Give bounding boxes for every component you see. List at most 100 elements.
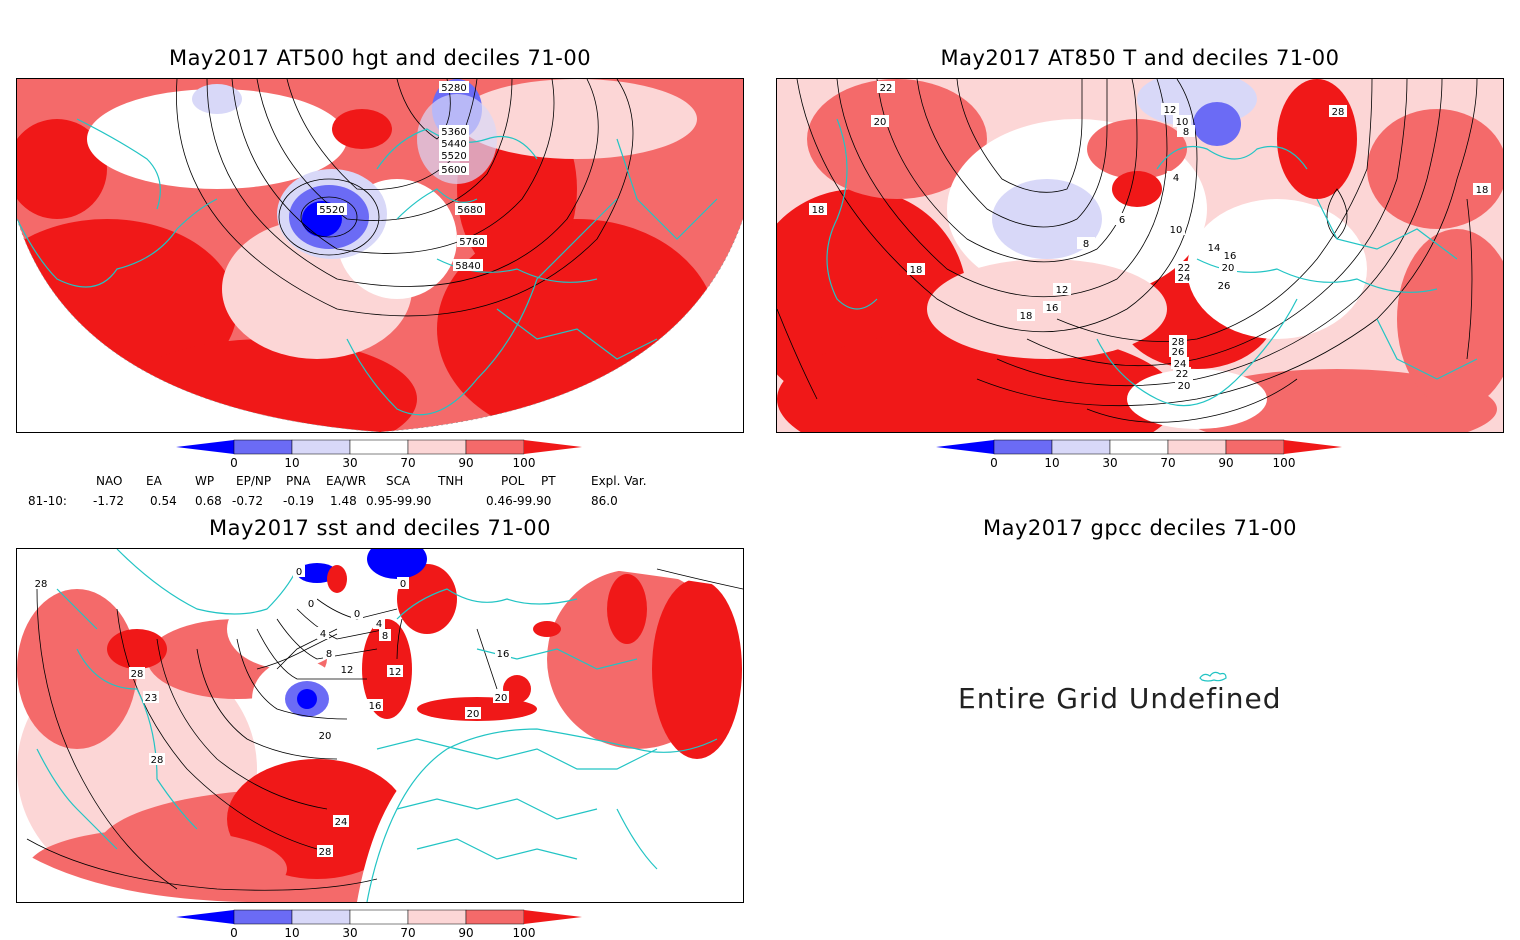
colorbar-swatch (1051, 439, 1111, 455)
colorbar-tick-label: 70 (400, 926, 415, 940)
contour-label: 16 (1221, 249, 1239, 262)
svg-text:8: 8 (382, 631, 388, 642)
contour-label: 0 (397, 577, 409, 590)
colorbar-swatch (349, 439, 409, 455)
svg-text:18: 18 (1476, 185, 1489, 196)
contour-label: 5520 (439, 149, 469, 162)
colorbar-tick-label: 90 (1218, 456, 1233, 470)
index-header: WP (195, 474, 215, 488)
contour-label: 5440 (439, 137, 469, 150)
index-header: SCA (386, 474, 411, 488)
panel-title-t850: May2017 AT850 T and deciles 71-00 (940, 46, 1340, 70)
svg-text:12: 12 (389, 667, 402, 678)
colorbar-tick-label: 90 (458, 926, 473, 940)
hgt-map: 5280 5360 5440 5520 5600 5520 5680 5760 … (17, 79, 743, 432)
contour-label: 5600 (439, 163, 469, 176)
svg-text:5840: 5840 (455, 261, 480, 272)
index-value: 0.95-99.90 (366, 494, 432, 508)
index-value: 0.68 (195, 494, 222, 508)
colorbar-tick-label: 10 (284, 926, 299, 940)
index-value: -1.72 (93, 494, 125, 508)
colorbar-tick-label: 30 (1102, 456, 1117, 470)
svg-text:28: 28 (131, 669, 144, 680)
svg-text:5360: 5360 (441, 127, 466, 138)
index-header: Expl. Var. (591, 474, 647, 488)
colorbar-swatch (233, 909, 293, 925)
svg-text:16: 16 (369, 701, 382, 712)
svg-text:28: 28 (319, 847, 332, 858)
colorbar-swatch (1109, 439, 1169, 455)
colorbar-tick-label: 100 (1273, 456, 1296, 470)
colorbar-arrow-high (524, 440, 582, 454)
svg-text:4: 4 (376, 619, 382, 630)
index-row-label: 81-10: (28, 494, 67, 508)
svg-text:5680: 5680 (457, 205, 482, 216)
contour-label: 22 (877, 81, 895, 94)
svg-text:6: 6 (1119, 215, 1125, 226)
svg-text:10: 10 (1176, 117, 1189, 128)
contour-label: 22 (1175, 261, 1193, 274)
contour-label: 5520 (317, 203, 347, 216)
contour-label: 28 (1329, 105, 1347, 118)
contour-label: 0 (293, 565, 305, 578)
svg-text:16: 16 (497, 649, 510, 660)
contour-label: 14 (1205, 241, 1223, 254)
map-fragment-icon (1199, 671, 1227, 682)
svg-text:4: 4 (320, 629, 326, 640)
svg-text:28: 28 (1172, 337, 1185, 348)
colorbar-tick-label: 100 (513, 926, 536, 940)
contour-label: 26 (1169, 345, 1187, 358)
contour-label: 20 (871, 115, 889, 128)
contour-label: 6 (1113, 213, 1131, 226)
svg-text:24: 24 (335, 817, 348, 828)
map-panel-hgt: 5280 5360 5440 5520 5600 5520 5680 5760 … (16, 78, 744, 433)
index-header: POL (501, 474, 525, 488)
index-header: NAO (96, 474, 123, 488)
svg-text:8: 8 (1083, 239, 1089, 250)
contour-label: 4 (373, 617, 385, 630)
panel-title-gpcc: May2017 gpcc deciles 71-00 (983, 516, 1297, 540)
contour-label: 28 (149, 753, 165, 766)
contour-label: 0 (305, 597, 317, 610)
contour-label: 16 (367, 699, 383, 712)
contour-label: 5680 (455, 203, 485, 216)
svg-text:18: 18 (1020, 311, 1033, 322)
colorbar-sst: 0 10 30 70 90 100 (176, 909, 582, 940)
colorbar-tick-label: 90 (458, 456, 473, 470)
contour-label: 16 (1043, 301, 1061, 314)
svg-text:8: 8 (1183, 127, 1189, 138)
svg-text:14: 14 (1208, 243, 1221, 254)
svg-text:22: 22 (1176, 369, 1189, 380)
colorbar-swatch (349, 909, 409, 925)
index-header: PT (541, 474, 556, 488)
contour-label: 20 (465, 707, 481, 720)
index-value: 0.46-99.90 (486, 494, 552, 508)
svg-text:5520: 5520 (319, 205, 344, 216)
svg-text:5440: 5440 (441, 139, 466, 150)
svg-text:5760: 5760 (459, 237, 484, 248)
colorbar-swatch (407, 909, 467, 925)
svg-text:28: 28 (151, 755, 164, 766)
contour-label: 20 (1219, 261, 1237, 274)
index-header: EA (146, 474, 162, 488)
colorbar-tick-label: 0 (230, 926, 238, 940)
contour-label: 5280 (439, 81, 469, 94)
contour-label: 4 (1167, 171, 1185, 184)
contour-label: 24 (1175, 271, 1193, 284)
colorbar-tick-label: 0 (990, 456, 998, 470)
contour-label: 12 (339, 663, 355, 676)
colorbar-swatch (291, 909, 351, 925)
contour-label: 12 (1053, 283, 1071, 296)
contour-label: 10 (1173, 115, 1191, 128)
contour-label: 8 (1177, 125, 1195, 138)
svg-text:20: 20 (1222, 263, 1235, 274)
svg-text:23: 23 (145, 693, 158, 704)
svg-text:20: 20 (874, 117, 887, 128)
contour-label: 12 (1161, 103, 1179, 116)
t850-map: 22 20 18 16 12 8 6 4 10 14 16 20 22 24 2… (777, 79, 1503, 432)
index-header: EP/NP (236, 474, 272, 488)
contour-label: 18 (907, 263, 925, 276)
svg-text:20: 20 (1178, 381, 1191, 392)
svg-text:8: 8 (326, 649, 332, 660)
contour-label: 5360 (439, 125, 469, 138)
